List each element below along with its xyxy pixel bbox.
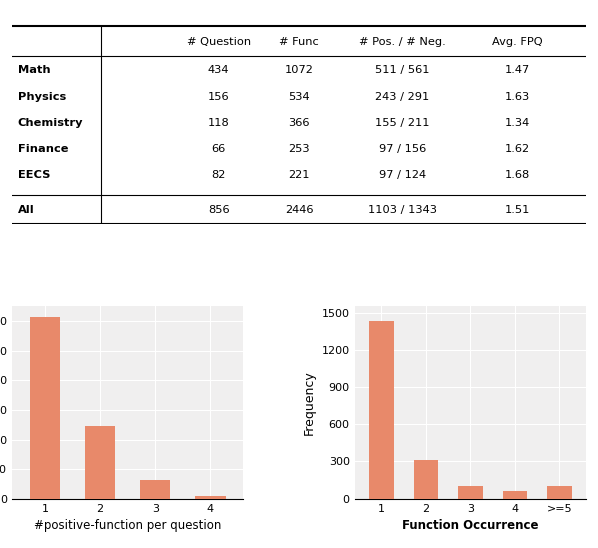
Text: 534: 534 <box>288 92 310 101</box>
Bar <box>502 491 527 499</box>
Bar <box>85 426 115 499</box>
Text: # Question: # Question <box>187 37 251 47</box>
Text: 2446: 2446 <box>285 204 313 215</box>
Text: 97 / 156: 97 / 156 <box>379 144 426 154</box>
Text: Finance: Finance <box>18 144 68 154</box>
Text: 82: 82 <box>212 170 226 180</box>
Text: 118: 118 <box>208 118 230 128</box>
X-axis label: #positive-function per question: #positive-function per question <box>34 519 221 532</box>
Text: Avg. FPQ: Avg. FPQ <box>492 37 542 47</box>
Text: 97 / 124: 97 / 124 <box>379 170 426 180</box>
Text: 366: 366 <box>288 118 310 128</box>
Bar <box>140 480 170 499</box>
Text: 1.34: 1.34 <box>505 118 530 128</box>
Bar <box>547 486 572 499</box>
Text: All: All <box>18 204 35 215</box>
Text: Chemistry: Chemistry <box>18 118 83 128</box>
Text: 1103 / 1343: 1103 / 1343 <box>368 204 437 215</box>
Y-axis label: Frequency: Frequency <box>303 370 316 435</box>
Bar <box>414 460 438 499</box>
Text: Physics: Physics <box>18 92 66 101</box>
Text: 434: 434 <box>208 65 230 76</box>
Bar <box>458 486 483 499</box>
Text: 243 / 291: 243 / 291 <box>375 92 429 101</box>
Text: 155 / 211: 155 / 211 <box>375 118 429 128</box>
Text: 1.51: 1.51 <box>505 204 530 215</box>
Text: # Func: # Func <box>279 37 319 47</box>
Text: 1.47: 1.47 <box>505 65 530 76</box>
X-axis label: Function Occurrence: Function Occurrence <box>402 519 539 532</box>
Text: 1072: 1072 <box>285 65 313 76</box>
Text: Math: Math <box>18 65 50 76</box>
Text: 253: 253 <box>288 144 310 154</box>
Text: 66: 66 <box>212 144 226 154</box>
Text: 1.62: 1.62 <box>505 144 530 154</box>
Text: 156: 156 <box>208 92 230 101</box>
Text: 511 / 561: 511 / 561 <box>375 65 429 76</box>
Bar <box>30 317 60 499</box>
Text: 856: 856 <box>208 204 230 215</box>
Bar <box>369 321 393 499</box>
Text: 1.63: 1.63 <box>505 92 530 101</box>
Text: EECS: EECS <box>18 170 50 180</box>
Text: 1.68: 1.68 <box>505 170 530 180</box>
Text: # Pos. / # Neg.: # Pos. / # Neg. <box>359 37 446 47</box>
Bar <box>195 496 225 499</box>
Text: 221: 221 <box>288 170 310 180</box>
